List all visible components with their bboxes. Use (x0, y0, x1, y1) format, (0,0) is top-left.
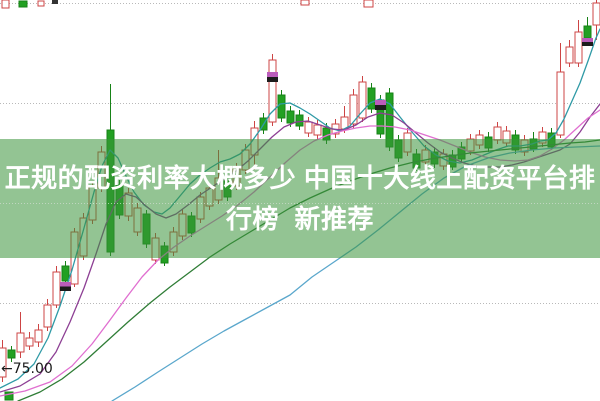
candle-up (25, 337, 34, 347)
candle-up (556, 71, 565, 136)
candle-up (0, 347, 7, 378)
candle-up (268, 59, 277, 123)
candle-fragment (300, 0, 310, 6)
candle-up (313, 124, 322, 136)
candle-fragment (4, 391, 14, 401)
candle-down (295, 114, 304, 127)
banner-band (0, 139, 600, 258)
candle-fragment (18, 0, 28, 8)
trade-marker (582, 42, 593, 46)
candle-up (358, 81, 367, 119)
candle-up (565, 46, 574, 64)
candle-down (277, 94, 286, 119)
trade-marker (267, 72, 278, 77)
candle-down (385, 92, 394, 148)
candle-up (304, 121, 313, 134)
candle-down (322, 127, 331, 141)
candle-up (52, 271, 61, 306)
candle-up (349, 94, 358, 125)
candle-down (286, 110, 295, 124)
candle-down (367, 87, 376, 110)
candle-up (592, 2, 600, 26)
candle-up (43, 304, 52, 328)
candle-fragment (363, 0, 374, 8)
trade-marker (267, 77, 278, 82)
candle-down (7, 349, 16, 359)
candle-down (61, 265, 70, 282)
trade-marker (582, 38, 593, 42)
trade-marker (60, 282, 71, 287)
trade-marker (375, 100, 386, 105)
candle-down (583, 25, 592, 39)
trade-marker (60, 286, 71, 291)
price-axis-label: ←75.00 (1, 361, 53, 377)
candle-fragment (1, 0, 10, 9)
candle-fragment (37, 0, 45, 7)
candle-up (493, 126, 502, 141)
candle-up (16, 332, 25, 353)
candle-fragment (52, 0, 58, 4)
candle-up (34, 329, 43, 343)
candle-up (574, 31, 583, 64)
trade-marker (375, 105, 386, 110)
